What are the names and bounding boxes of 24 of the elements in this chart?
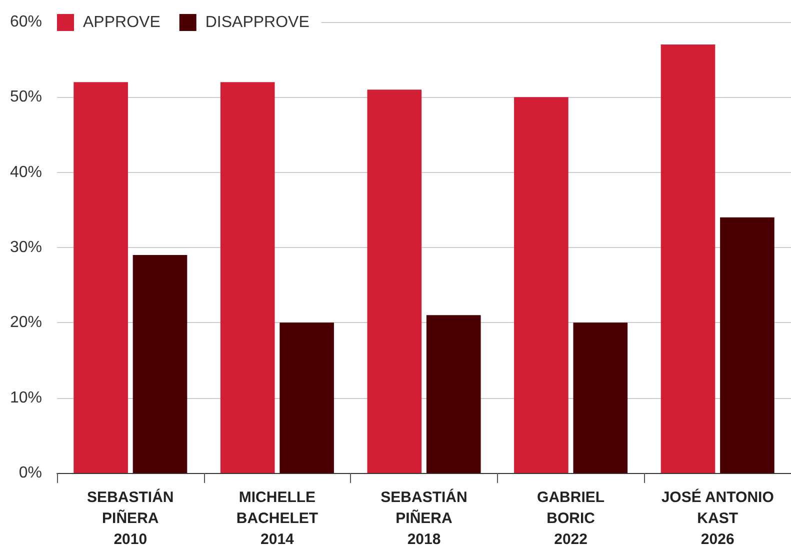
bar: [720, 217, 774, 473]
y-tick-label: 0%: [18, 464, 42, 482]
bar: [74, 82, 128, 473]
bar: [280, 322, 334, 473]
y-tick-label: 10%: [10, 389, 42, 406]
bar: [660, 44, 716, 473]
y-tick-label: 30%: [10, 239, 42, 256]
y-tick-label: 50%: [10, 88, 42, 106]
bar: [573, 322, 628, 473]
x-tick-label: GABRIEL BORIC 2022: [537, 489, 605, 548]
x-tick-label: MICHELLE BACHELET 2014: [236, 489, 318, 548]
x-tick-label: JOSÉ ANTONIO KAST 2026: [661, 488, 774, 548]
bar: [220, 82, 275, 473]
bar: [514, 97, 568, 473]
bar: [132, 255, 188, 473]
y-tick-label: 40%: [10, 164, 42, 181]
x-tick-label: SEBASTIÁN PIÑERA 2010: [87, 488, 174, 548]
legend-label: APPROVE: [83, 14, 160, 31]
x-tick-label: SEBASTIÁN PIÑERA 2018: [380, 488, 468, 548]
bar: [367, 90, 422, 473]
bar: [426, 315, 481, 473]
y-tick-label: 20%: [10, 314, 42, 332]
legend-label: DISAPPROVE: [205, 14, 310, 31]
y-tick-label: 60%: [10, 14, 42, 30]
